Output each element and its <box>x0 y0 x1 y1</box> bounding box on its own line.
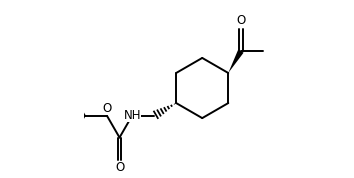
Text: O: O <box>236 14 246 27</box>
Polygon shape <box>228 50 244 73</box>
Text: O: O <box>102 102 112 115</box>
Text: NH: NH <box>124 109 141 122</box>
Text: O: O <box>115 161 124 174</box>
